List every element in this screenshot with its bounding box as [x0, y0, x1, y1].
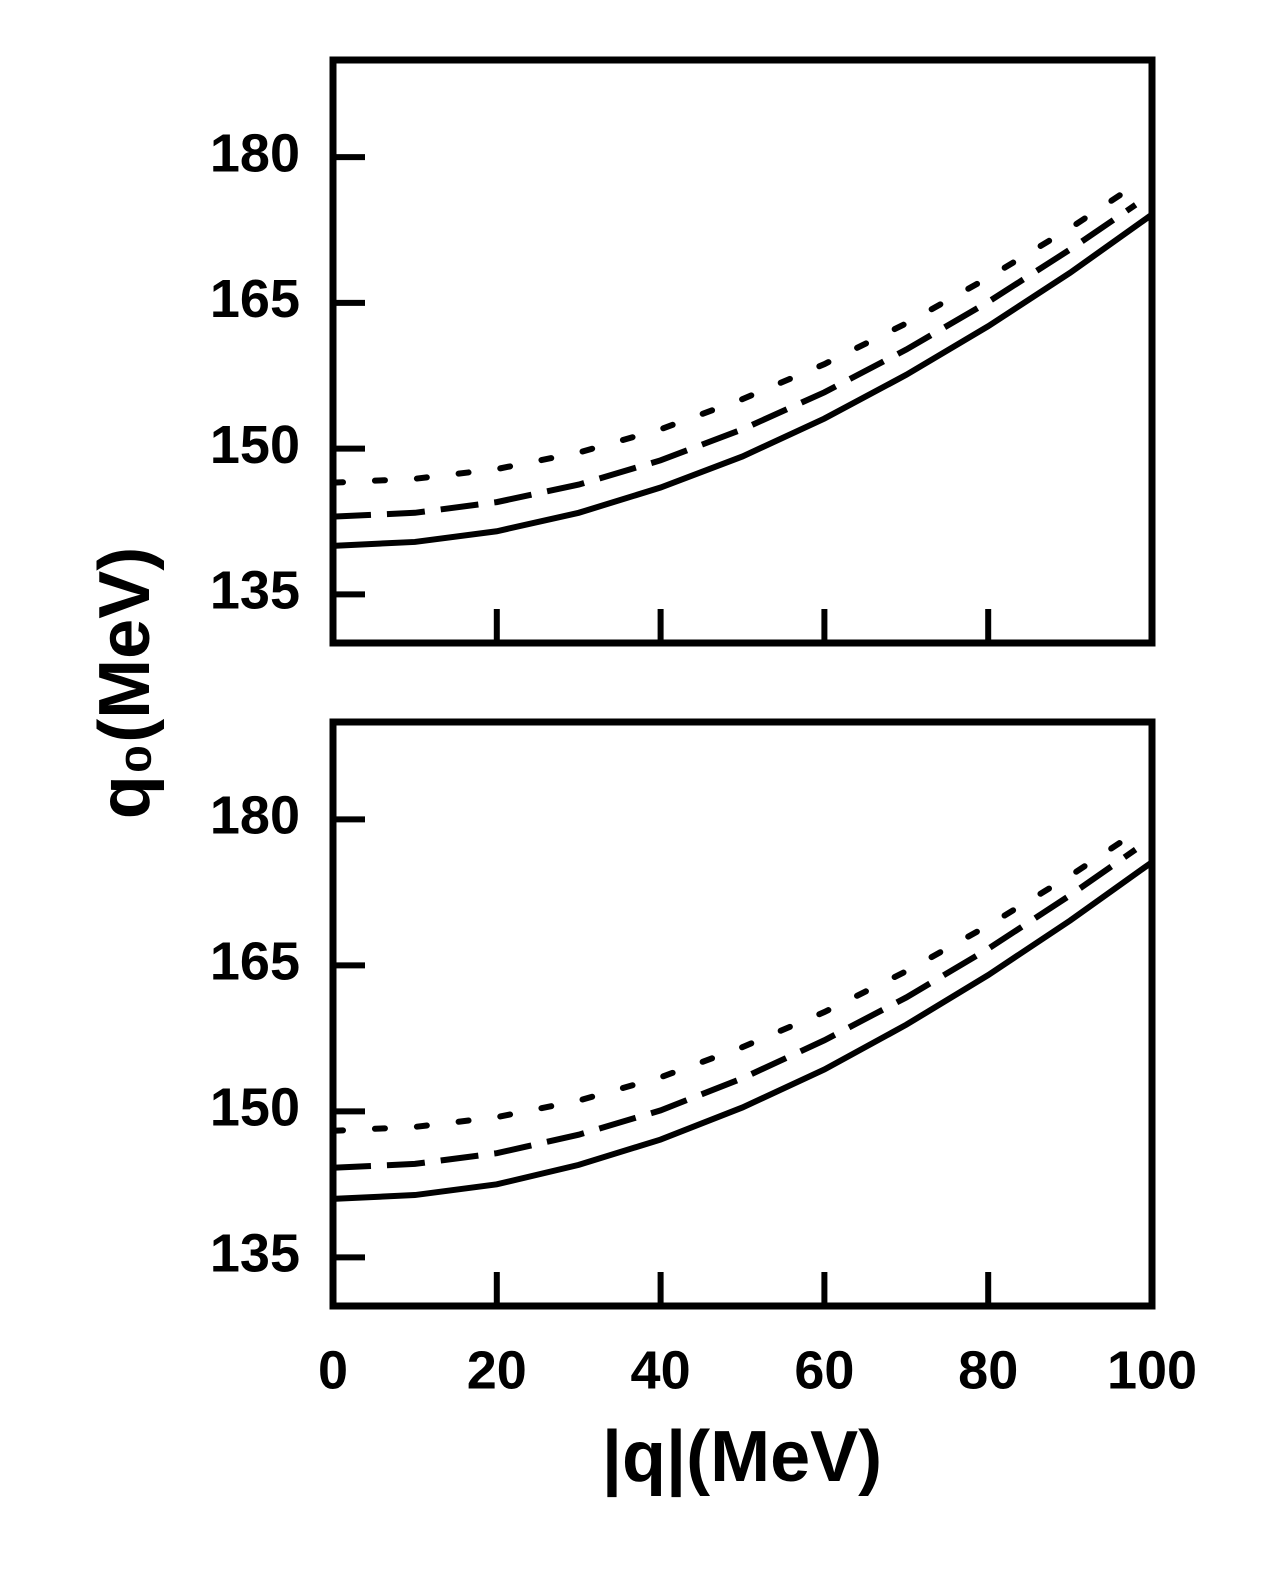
- y-tick-label: 135: [210, 561, 300, 621]
- y-tick-label: 180: [210, 123, 300, 183]
- y-tick-label: 150: [210, 415, 300, 475]
- curve: [330, 834, 1131, 1134]
- plot-frame: [329, 718, 1156, 1310]
- curve: [332, 202, 1138, 520]
- y-tick-label: 150: [210, 1078, 300, 1138]
- x-tick-label: 60: [794, 1340, 854, 1400]
- x-tick-label: 100: [1107, 1340, 1197, 1400]
- y-tick-label: 165: [210, 932, 300, 992]
- y-tick-label: 180: [210, 786, 300, 846]
- curve: [330, 187, 1131, 486]
- plot-frame: [329, 56, 1156, 647]
- y-tick-label: 135: [210, 1224, 300, 1284]
- curve: [332, 847, 1138, 1171]
- y-axis-label: q₀(MeV): [85, 547, 165, 819]
- curve: [332, 859, 1154, 1202]
- y-tick-label: 165: [210, 269, 300, 329]
- x-tick-label: 0: [318, 1340, 348, 1400]
- x-axis-label: |q|(MeV): [602, 1417, 882, 1497]
- x-tick-label: 40: [631, 1340, 691, 1400]
- curve: [332, 212, 1154, 549]
- x-tick-label: 80: [958, 1340, 1018, 1400]
- x-tick-label: 20: [467, 1340, 527, 1400]
